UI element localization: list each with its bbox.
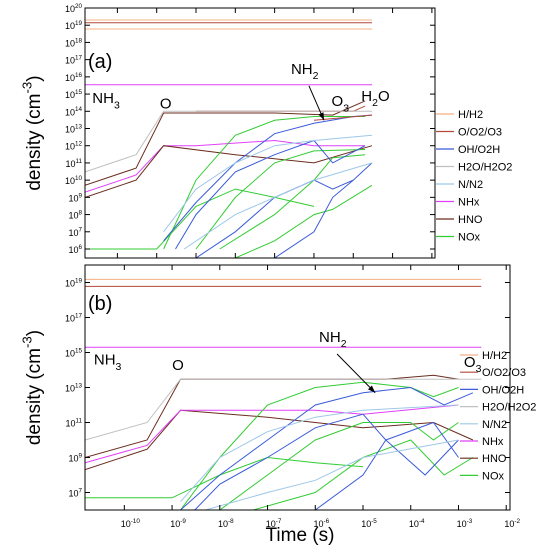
y-tick-label: 1018 (65, 37, 83, 48)
legend-entry: NOx (482, 470, 505, 482)
series-line-n-n2 (163, 134, 373, 233)
series-line-hno (85, 374, 459, 458)
series-line-nox (85, 456, 364, 499)
y-axis-title: density (cm-3) (19, 330, 45, 445)
annotation-nh3: NH3 (94, 352, 122, 373)
series-line-nox (85, 188, 315, 250)
annotation-arrow (336, 353, 376, 394)
series-line-nox (219, 422, 459, 510)
x-tick-label: 10-3 (457, 518, 473, 529)
legend-entry: HNO (458, 214, 483, 226)
legend-entry: O/O2/O3 (482, 367, 526, 379)
annotation-nh3: NH3 (92, 90, 120, 111)
series-line-oh-o2h (195, 162, 373, 258)
x-tick-label: 10-9 (170, 518, 186, 529)
legend-entry: OH/O2H (458, 144, 500, 156)
series-line-n-n2 (180, 404, 459, 503)
legend-entry: N/N2 (482, 419, 507, 431)
series-line-oh-o2h (274, 179, 354, 258)
y-tick-label: 1017 (65, 312, 83, 323)
legend-entry: NHx (458, 197, 480, 209)
annotation-arrowhead (367, 385, 376, 393)
annotation-arrowhead (318, 112, 324, 121)
y-tick-label: 1013 (65, 123, 83, 134)
x-axis-title: Time (s) (266, 525, 335, 546)
series-group (85, 19, 373, 258)
legend-entry: H2O/H2O2 (482, 402, 536, 414)
legend-entry: N/N2 (458, 179, 483, 191)
series-line-n-n2 (205, 439, 459, 510)
y-tick-label: 1016 (65, 72, 83, 83)
series-line-h2o-h2o2 (85, 378, 482, 441)
series-group (85, 278, 482, 510)
series-line-nox (163, 116, 366, 250)
series-line-n-n2 (183, 162, 373, 250)
series-line-h2o-h2o2 (85, 110, 372, 173)
shared-labels: Time (s) (266, 525, 335, 546)
y-axis-title: density (cm-3) (19, 75, 45, 190)
legend-entry: OH/O2H (482, 384, 524, 396)
y-tick-label: 1015 (65, 89, 83, 100)
series-line-nox (195, 149, 366, 250)
annotation-o3: O3 (464, 354, 482, 375)
x-tick-label: 10-4 (409, 518, 425, 529)
y-tick-label: 1011 (65, 417, 82, 428)
y-tick-label: 106 (68, 244, 82, 255)
y-tick-label: 107 (68, 487, 82, 498)
panel-b: 107 109 1011 1013 1015 1017 1019 10-10 10-9 10-8 1… (19, 264, 536, 529)
legend: H/H2 O/O2/O3 OH/O2H H2O/H2O2 N/N2 NHx HNO NOx (460, 350, 536, 482)
y-tick-label: 1020 (65, 3, 83, 14)
y-tick-label: 1010 (65, 175, 83, 186)
legend-entry: H/H2 (482, 350, 507, 362)
series-line-hno (85, 145, 373, 198)
series-line-oh-o2h (315, 439, 459, 510)
y-tick-label: 1019 (65, 277, 83, 288)
annotation-nh2: NH2 (291, 61, 319, 82)
series-line-hno (85, 409, 474, 471)
y-tick-label: 1013 (65, 382, 83, 393)
y-tick-label: 1011 (65, 158, 82, 169)
series-line-hno (85, 100, 366, 186)
x-tick-label: 10-6 (313, 518, 329, 529)
series-line-nox (235, 184, 373, 258)
annotation-h2: H2O (361, 88, 389, 109)
panel-a: 106 107 108 109 1010 1011 1012 1013 1014 1015 1016… (19, 3, 512, 259)
y-tick-label: 108 (68, 210, 82, 221)
annotation-o: O (172, 357, 184, 374)
series-line-nox (180, 381, 459, 510)
legend-entry: H/H2 (458, 109, 483, 121)
x-tick-label: 10-5 (361, 518, 377, 529)
y-tick-label: 1019 (65, 20, 83, 31)
series-line-oh-o2h (175, 139, 366, 250)
y-tick-label: 109 (68, 452, 82, 463)
series-line-oh-o2h (180, 386, 474, 510)
series-line-nhx (85, 139, 366, 193)
legend: H/H2 O/O2/O3 OH/O2H H2O/H2O2 N/N2 NHx HNO NOx (436, 109, 512, 244)
annotation-nh2: NH2 (319, 329, 347, 350)
annotation-o3: O3 (332, 93, 350, 114)
x-tick-label: 10-10 (121, 518, 141, 529)
y-tick-label: 1012 (65, 141, 83, 152)
y-tick-label: 107 (68, 227, 82, 238)
y-tick-label: 109 (68, 192, 82, 203)
panel-label: (b) (88, 293, 112, 315)
legend-entry: H2O/H2O2 (458, 162, 512, 174)
x-tick-label: 10-7 (266, 518, 282, 529)
legend-entry: O/O2/O3 (458, 127, 502, 139)
y-tick-label: 1017 (65, 55, 83, 66)
legend-entry: NHx (482, 436, 504, 448)
legend-entry: NOx (458, 232, 481, 244)
legend-entry: HNO (482, 453, 507, 465)
series-line-oh-o2h (194, 413, 459, 510)
annotation-o: O (160, 95, 172, 112)
plot-frame (84, 7, 436, 259)
y-tick-label: 1014 (65, 106, 83, 117)
series-line-oh-o2h (163, 114, 373, 242)
series-line-nox (253, 439, 474, 510)
x-tick-label: 10-2 (504, 518, 520, 529)
x-tick-label: 10-8 (218, 518, 234, 529)
y-tick-label: 1015 (65, 347, 83, 358)
panel-label: (a) (88, 51, 112, 73)
